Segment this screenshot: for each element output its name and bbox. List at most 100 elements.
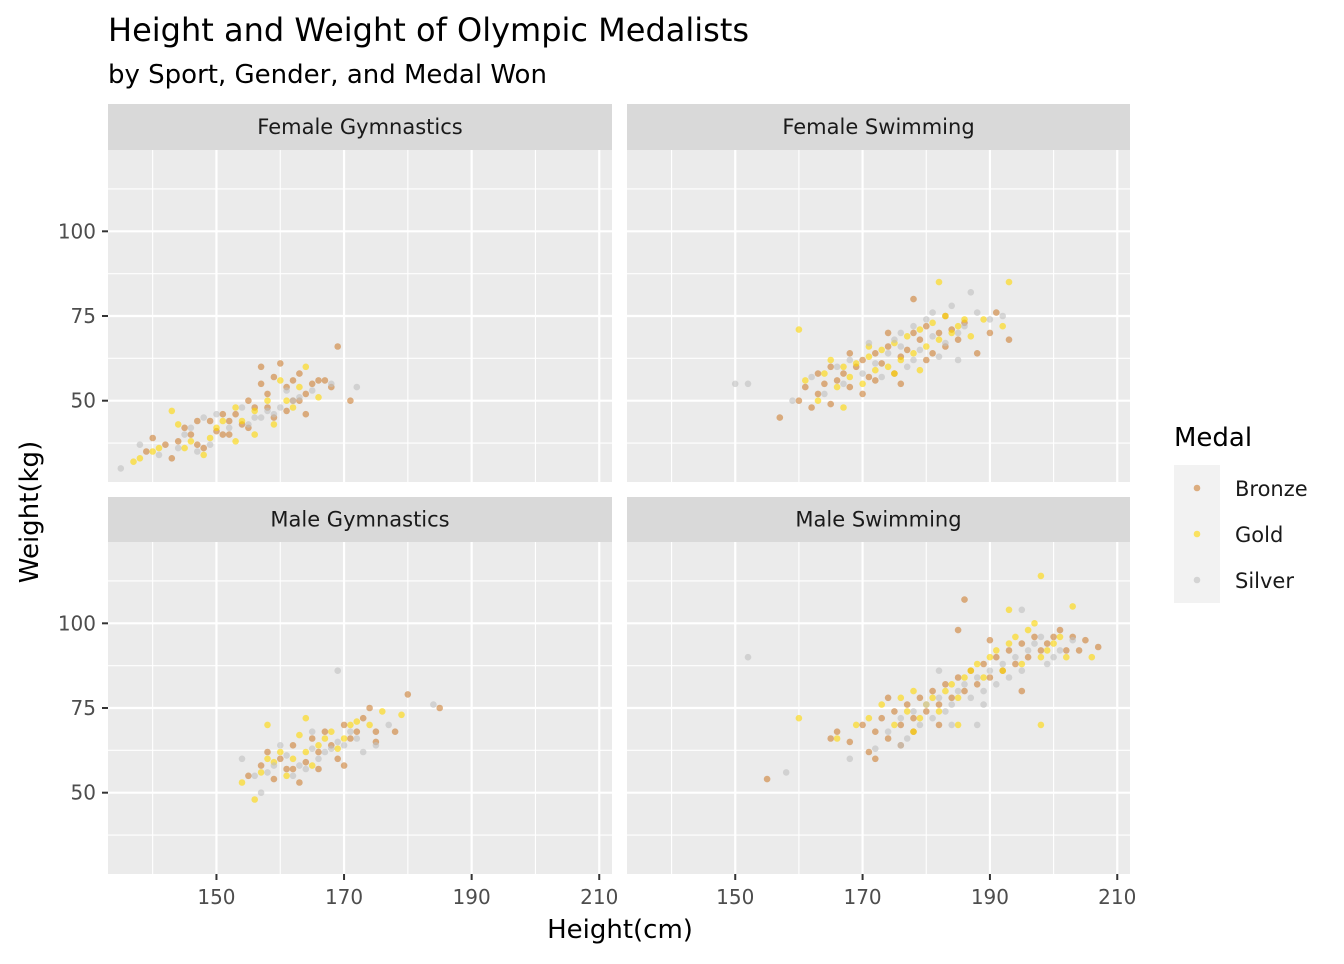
- data-point-bronze: [257, 380, 265, 388]
- data-point-bronze: [321, 728, 329, 735]
- data-point-silver: [225, 424, 233, 432]
- data-point-bronze: [859, 356, 866, 364]
- data-point-silver: [789, 397, 796, 405]
- data-point-silver: [903, 363, 911, 371]
- data-point-gold: [923, 343, 930, 350]
- data-point-silver: [993, 681, 1000, 688]
- data-point-silver: [942, 339, 949, 347]
- data-point-gold: [130, 458, 137, 466]
- data-point-gold: [296, 383, 303, 391]
- data-point-gold: [954, 721, 962, 729]
- data-point-bronze: [315, 765, 322, 773]
- data-point-bronze: [929, 687, 936, 695]
- data-point-silver: [1037, 633, 1045, 641]
- data-point-bronze: [986, 674, 994, 681]
- data-point-silver: [334, 738, 342, 746]
- data-point-gold: [980, 674, 987, 681]
- facet-panel: Female Swimming: [627, 104, 1130, 482]
- data-point-silver: [821, 390, 828, 398]
- data-point-bronze: [315, 377, 322, 384]
- data-point-gold: [891, 721, 898, 729]
- data-point-gold: [827, 356, 834, 364]
- data-point-gold: [942, 312, 949, 320]
- data-point-silver: [999, 660, 1006, 668]
- data-point-gold: [872, 366, 879, 374]
- data-point-gold: [1056, 633, 1064, 641]
- data-point-bronze: [1005, 336, 1013, 344]
- data-point-gold: [168, 407, 176, 415]
- data-point-bronze: [277, 360, 284, 367]
- data-point-silver: [181, 431, 188, 438]
- data-point-bronze: [366, 704, 373, 712]
- data-point-gold: [986, 653, 994, 661]
- data-point-silver: [948, 721, 955, 729]
- data-point-silver: [257, 414, 265, 421]
- data-point-gold: [999, 322, 1006, 330]
- data-point-bronze: [916, 694, 924, 702]
- data-point-bronze: [181, 424, 188, 432]
- data-point-bronze: [289, 765, 297, 773]
- data-point-bronze: [872, 377, 879, 384]
- data-point-silver: [289, 397, 297, 405]
- data-point-bronze: [808, 404, 815, 411]
- data-point-bronze: [821, 380, 828, 388]
- data-point-silver: [929, 333, 936, 340]
- data-point-silver: [897, 714, 905, 722]
- data-point-silver: [954, 329, 962, 337]
- data-point-silver: [251, 414, 258, 421]
- data-point-gold: [232, 404, 239, 411]
- data-point-bronze: [891, 708, 898, 715]
- data-point-silver: [872, 360, 879, 367]
- data-point-bronze: [321, 377, 329, 384]
- data-point-silver: [980, 701, 987, 708]
- facet-panel: Female Gymnastics 50 75 100: [58, 104, 612, 482]
- data-point-gold: [347, 721, 354, 729]
- data-point-bronze: [340, 762, 348, 769]
- data-point-gold: [929, 319, 936, 327]
- data-point-gold: [155, 444, 163, 452]
- data-point-bronze: [846, 350, 854, 357]
- data-point-gold: [1043, 647, 1051, 654]
- data-point-silver: [1050, 653, 1057, 661]
- data-point-silver: [334, 667, 342, 674]
- legend-label-silver: Silver: [1235, 569, 1294, 593]
- data-point-silver: [954, 687, 962, 695]
- data-point-bronze: [903, 701, 911, 708]
- data-point-gold: [897, 694, 905, 702]
- data-point-gold: [296, 731, 303, 739]
- data-point-bronze: [929, 350, 936, 357]
- data-point-silver: [833, 363, 841, 371]
- data-point-gold: [852, 721, 860, 729]
- data-point-bronze: [270, 373, 278, 381]
- data-point-silver: [187, 424, 195, 432]
- data-point-bronze: [308, 735, 316, 742]
- data-point-bronze: [257, 762, 265, 769]
- data-point-silver: [744, 653, 752, 661]
- data-point-silver: [315, 755, 322, 763]
- data-point-gold: [238, 417, 246, 425]
- data-point-bronze: [162, 441, 169, 449]
- data-point-bronze: [916, 336, 924, 344]
- data-point-gold: [1050, 640, 1057, 647]
- data-point-gold: [1063, 653, 1070, 661]
- data-point-silver: [1043, 660, 1051, 668]
- data-point-gold: [200, 451, 207, 459]
- legend-key-gold: [1193, 530, 1201, 538]
- data-point-bronze: [219, 431, 227, 438]
- data-point-bronze: [846, 383, 854, 391]
- data-point-gold: [948, 329, 955, 337]
- data-point-gold: [257, 769, 265, 776]
- data-point-bronze: [1024, 653, 1032, 661]
- data-point-gold: [967, 333, 975, 340]
- data-point-gold: [1024, 626, 1032, 634]
- data-point-gold: [1018, 660, 1026, 668]
- data-point-bronze: [986, 329, 994, 337]
- data-point-gold: [910, 350, 917, 357]
- data-point-bronze: [302, 410, 310, 418]
- data-point-bronze: [436, 704, 444, 712]
- data-point-silver: [948, 302, 955, 310]
- chart-subtitle: by Sport, Gender, and Medal Won: [108, 60, 547, 90]
- data-point-bronze: [353, 728, 361, 735]
- x-tick-label: 190: [971, 885, 1009, 909]
- data-point-bronze: [897, 721, 905, 729]
